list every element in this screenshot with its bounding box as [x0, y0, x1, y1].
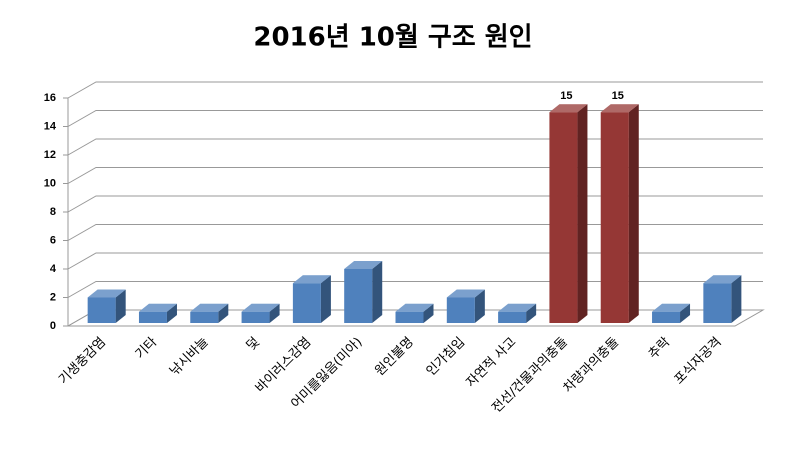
bar-top — [549, 104, 588, 113]
grid-line — [67, 281, 763, 298]
y-tick-label: 8 — [50, 206, 56, 218]
bar-top — [498, 303, 537, 312]
bar — [446, 297, 475, 323]
x-tick-label: 인가침입 — [424, 335, 468, 379]
bar-top — [344, 261, 383, 269]
bar-top — [87, 289, 126, 298]
bar-top — [190, 303, 229, 312]
bar-side-shade — [628, 104, 639, 323]
x-tick-label: 기타 — [133, 335, 161, 363]
bar — [395, 311, 424, 323]
x-tick-label: 자연적 사고 — [464, 335, 520, 391]
bar-side-shade — [577, 104, 588, 323]
x-tick-label: 추락 — [646, 335, 674, 363]
bar-top — [241, 303, 280, 312]
y-tick-label: 6 — [50, 234, 56, 246]
grid-line — [67, 224, 763, 241]
bar-top-shade — [600, 104, 639, 113]
grid-line — [67, 81, 763, 99]
bar-side — [166, 303, 177, 323]
bar — [703, 283, 732, 323]
bar — [138, 311, 167, 323]
x-tick-label: 덫 — [244, 335, 263, 354]
bar — [498, 311, 527, 323]
y-tick-label: 14 — [44, 120, 57, 132]
bar-top-shade — [241, 303, 280, 312]
bar-side — [372, 261, 383, 323]
bar — [344, 269, 373, 323]
bar-top-shade — [344, 261, 383, 269]
y-tick-label: 16 — [44, 92, 56, 104]
x-tick-label: 기생충감염 — [56, 335, 109, 388]
bar-side-shade — [166, 303, 177, 323]
bar-top — [446, 289, 485, 298]
grid-line — [67, 252, 763, 270]
y-tick-label: 4 — [50, 263, 57, 275]
y-tick-label: 0 — [50, 320, 56, 332]
x-tick-label: 낚시바늘 — [167, 335, 211, 379]
bar-side — [731, 275, 742, 323]
bar-side — [577, 104, 588, 323]
bar-side — [423, 303, 434, 323]
bar-side — [269, 303, 280, 323]
bar — [652, 311, 681, 323]
grid-line — [67, 110, 763, 127]
grid-line — [67, 167, 763, 184]
bar-side-shade — [680, 303, 691, 323]
bar-side-shade — [731, 275, 742, 323]
bar-top-shade — [446, 289, 485, 298]
bar-top — [138, 303, 177, 312]
bar-top-shade — [87, 289, 126, 298]
bar-top — [292, 275, 331, 284]
bar-side — [680, 303, 691, 323]
bar-side — [320, 275, 331, 323]
bar-side-shade — [269, 303, 280, 323]
bar-top — [600, 104, 639, 113]
bar-side — [218, 303, 229, 323]
bar-top-shade — [292, 275, 331, 284]
bar-side-shade — [526, 303, 537, 323]
bar-side-shade — [474, 289, 485, 323]
bar-side-shade — [423, 303, 434, 323]
grid-line — [67, 195, 763, 213]
bar-top-shade — [138, 303, 177, 312]
bar-top — [652, 303, 691, 312]
bar-top-shade — [703, 275, 742, 284]
bar — [549, 112, 578, 323]
bar-top-shade — [652, 303, 691, 312]
bar-top-shade — [395, 303, 434, 312]
bar — [600, 112, 629, 323]
bar — [241, 311, 270, 323]
bar-top-shade — [549, 104, 588, 113]
bar — [190, 311, 219, 323]
y-tick-label: 10 — [44, 177, 56, 189]
x-tick-label: 원인불명 — [372, 335, 416, 379]
y-tick-label: 12 — [44, 149, 56, 161]
bar-side — [628, 104, 639, 323]
bar-top-shade — [498, 303, 537, 312]
bar-top — [703, 275, 742, 284]
bar-side-shade — [320, 275, 331, 323]
bar-side — [474, 289, 485, 323]
bar-side — [526, 303, 537, 323]
x-tick-label: 포식자공격 — [672, 335, 725, 388]
bar-side — [115, 289, 126, 323]
chart-title: 2016년 10월 구조 원인 — [253, 23, 532, 53]
bar-side-shade — [115, 289, 126, 323]
grid-line — [67, 138, 763, 156]
data-label: 15 — [560, 90, 572, 102]
x-tick-label: 차량과의충돌 — [561, 335, 622, 396]
y-tick-label: 2 — [50, 291, 56, 303]
bar-top-shade — [190, 303, 229, 312]
bar-side-shade — [372, 261, 383, 323]
bar-top — [395, 303, 434, 312]
bar — [292, 283, 321, 323]
bar — [87, 297, 116, 323]
bar-side-shade — [218, 303, 229, 323]
data-label: 15 — [612, 90, 624, 102]
